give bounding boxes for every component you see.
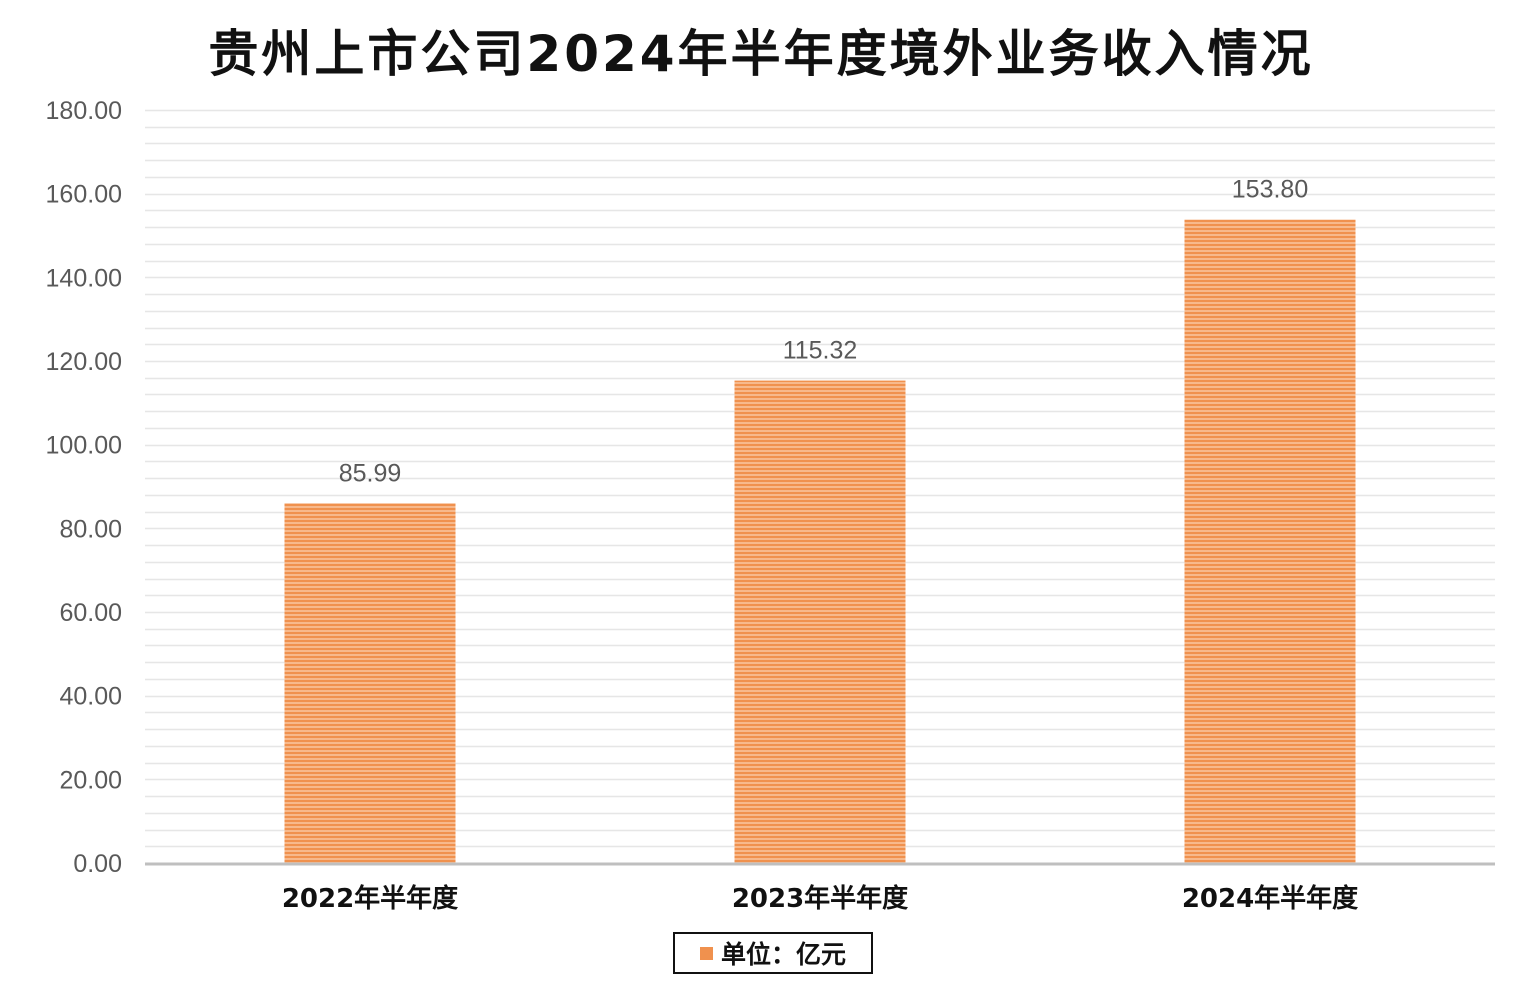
y-tick-label: 80.00 <box>59 515 122 543</box>
y-tick-label: 20.00 <box>59 766 122 794</box>
legend: 单位：亿元 <box>673 932 873 974</box>
y-tick-label: 60.00 <box>59 599 122 627</box>
x-tick-label: 2023年半年度 <box>732 883 908 914</box>
x-tick-label: 2022年半年度 <box>282 883 458 914</box>
x-tick-label: 2024年半年度 <box>1182 883 1358 914</box>
data-label: 85.99 <box>339 459 402 487</box>
y-tick-label: 0.00 <box>73 850 122 878</box>
legend-swatch <box>699 946 713 960</box>
y-tick-label: 100.00 <box>46 432 122 460</box>
bar <box>1184 219 1356 863</box>
data-label: 153.80 <box>1232 176 1308 204</box>
bar <box>734 380 906 863</box>
y-tick-label: 120.00 <box>46 348 122 376</box>
y-tick-label: 180.00 <box>46 97 122 125</box>
legend-label: 单位：亿元 <box>720 940 846 969</box>
y-tick-label: 40.00 <box>59 683 122 711</box>
chart-title: 贵州上市公司2024年半年度境外业务收入情况 <box>208 25 1314 83</box>
y-tick-label: 140.00 <box>46 264 122 292</box>
data-label: 115.32 <box>783 337 858 365</box>
bar <box>284 503 456 863</box>
y-tick-label: 160.00 <box>46 181 122 209</box>
